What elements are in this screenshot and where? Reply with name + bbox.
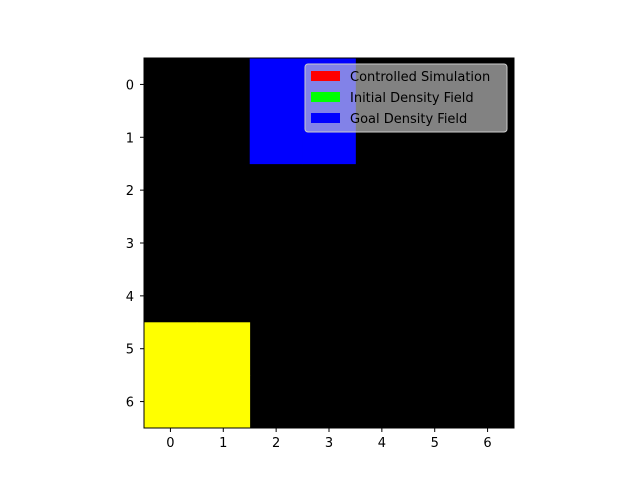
legend: Controlled Simulation Initial Density Fie… (304, 63, 508, 133)
legend-swatch (311, 92, 340, 102)
heatmap-cell (144, 375, 198, 429)
heatmap-cell (196, 375, 251, 429)
y-tick-label: 2 (126, 184, 134, 199)
x-tick-label: 4 (378, 436, 386, 451)
legend-label: Initial Density Field (350, 91, 474, 106)
legend-label: Controlled Simulation (350, 70, 490, 85)
y-tick-label: 3 (126, 237, 134, 252)
legend-swatch (311, 113, 340, 123)
x-tick-label: 1 (219, 436, 227, 451)
heatmap-cell (196, 322, 251, 376)
legend-label: Goal Density Field (350, 112, 467, 127)
legend-box (304, 63, 508, 133)
y-tick-label: 5 (126, 343, 134, 358)
y-tick-label: 0 (126, 78, 134, 93)
x-tick-label: 2 (272, 436, 280, 451)
heatmap-cell (249, 110, 303, 165)
y-axis: 0 1 2 3 4 5 6 (126, 78, 144, 411)
heatmap-cell (249, 58, 303, 112)
x-axis: 0 1 2 3 4 5 6 (166, 428, 492, 451)
x-tick-label: 0 (166, 436, 174, 451)
x-tick-label: 3 (325, 436, 333, 451)
y-tick-label: 6 (126, 396, 134, 411)
legend-swatch (311, 71, 340, 81)
y-tick-label: 1 (126, 131, 134, 146)
x-tick-label: 5 (431, 436, 439, 451)
heatmap-cell (144, 322, 198, 376)
x-tick-label: 6 (483, 436, 491, 451)
y-tick-label: 4 (126, 290, 134, 305)
